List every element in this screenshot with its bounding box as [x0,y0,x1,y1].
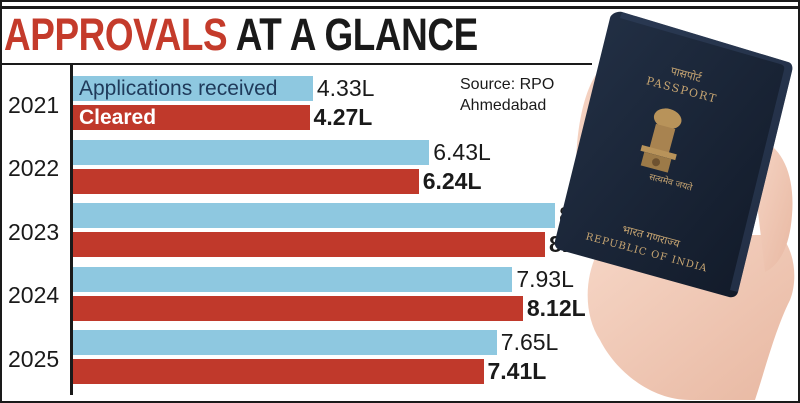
chart-box [2,63,592,401]
applications-value-label-2022: 6.43L [433,138,491,165]
emblem-icon [640,108,682,173]
legend-applications: Applications received [79,77,278,100]
source-note: Source: RPO Ahmedabad [460,74,554,116]
applications-value-label-2024: 7.93L [516,265,574,292]
headline-black-part: AT A GLANCE [235,9,479,60]
applications-bar-2022 [73,139,430,165]
cleared-bar-2024 [73,295,523,321]
passport-edge-highlight [620,12,793,292]
cleared-value-label-2024: 8.12L [526,294,586,321]
cleared-value-label-2022: 6.24L [422,167,482,194]
source-line-2: Ahmedabad [460,97,547,114]
applications-bar-2024 [73,266,513,292]
cleared-bar-2021: Cleared [73,105,310,130]
headline: APPROVALS AT A GLANCE [4,10,478,60]
applications-value-label-2021: 4.33L [316,75,375,101]
year-label-2025: 2025 [8,345,60,372]
applications-bar-2023 [73,203,555,228]
cleared-bar-2023 [73,232,545,257]
hand-palm-shape [587,235,795,400]
legend-cleared: Cleared [79,106,157,129]
passport-in-hand-image: सत्यमेव जयते पासपोर्ट PASSPORT भारत गणरा… [554,11,795,400]
year-label-2023: 2023 [8,218,60,245]
top-rule [0,6,800,9]
year-label-2021: 2021 [8,91,60,118]
cleared-value-label-2025: 7.41L [487,358,547,384]
headline-red-part: APPROVALS [4,9,228,60]
applications-value-label-2025: 7.65L [500,329,559,355]
year-label-2022: 2022 [8,155,60,181]
y-axis-line [70,65,73,395]
applications-bar-2025 [73,330,497,355]
cleared-bar-2022 [73,168,419,194]
applications-bar-2021: Applications received [73,76,313,101]
year-label-2024: 2024 [8,282,60,308]
cleared-value-label-2021: 4.27L [313,104,373,130]
source-line-1: Source: RPO [460,76,555,93]
cleared-bar-2025 [73,359,484,384]
